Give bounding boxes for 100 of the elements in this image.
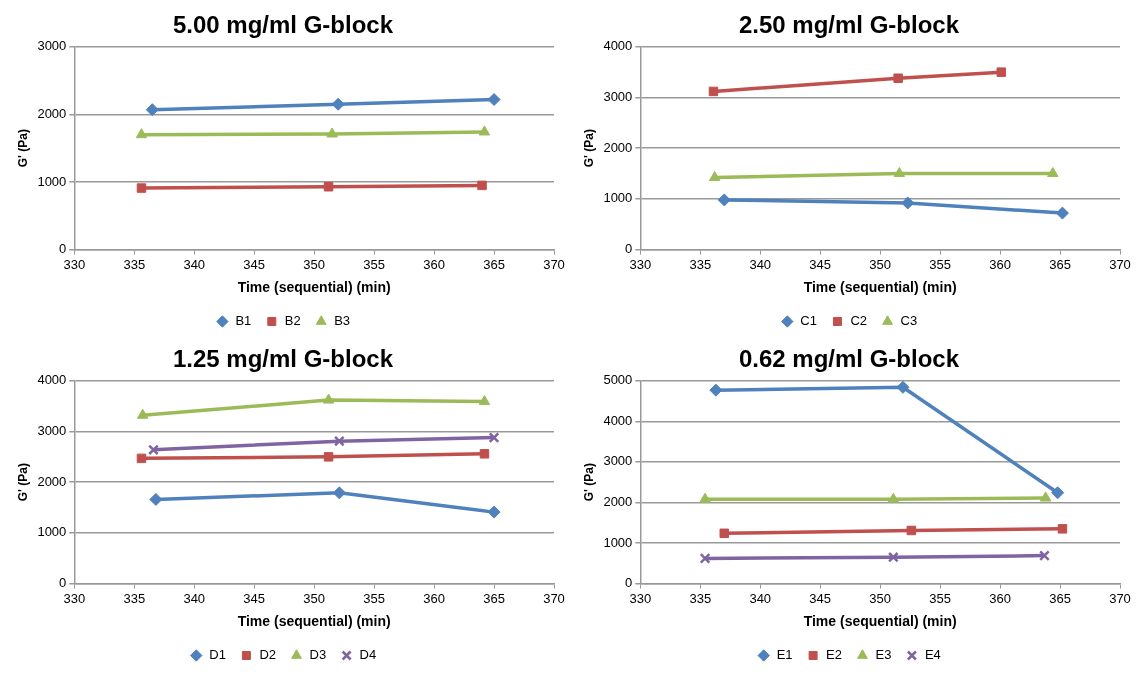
point	[487, 93, 501, 107]
point	[717, 193, 731, 207]
legend-label: D1	[209, 647, 226, 663]
y-tick-label: 1000	[603, 190, 633, 206]
legend-label: B2	[284, 313, 301, 329]
x-tick-label: 355	[929, 590, 951, 606]
y-axis-title: G' (Pa)	[15, 129, 30, 168]
x-tick-label: 365	[1049, 256, 1071, 272]
x-tick-label: 355	[363, 590, 385, 606]
x-tick-label: 330	[629, 256, 652, 272]
y-axis-title: G' (Pa)	[15, 463, 30, 502]
point	[1055, 206, 1069, 220]
point	[479, 449, 490, 459]
point	[1051, 486, 1065, 500]
point	[136, 453, 147, 464]
y-tick-label: 0	[59, 575, 67, 591]
x-axis-title: Time (sequential) (min)	[237, 613, 391, 630]
point	[1038, 550, 1050, 562]
point	[887, 551, 899, 563]
y-tick-label: 0	[625, 575, 633, 591]
y-tick-label: 1000	[37, 173, 67, 189]
x-tick-label: 335	[689, 590, 712, 606]
x-tick-label: 360	[423, 256, 445, 272]
x-tick-label: 345	[243, 590, 266, 606]
x-tick-label: 350	[303, 590, 326, 606]
x-tick-label: 360	[989, 590, 1011, 606]
y-tick-label: 0	[59, 241, 67, 257]
point	[145, 103, 159, 117]
chart-title: 2.50 mg/ml G-block	[738, 11, 960, 39]
point	[323, 181, 334, 192]
x-tick-label: 350	[869, 590, 892, 606]
x-tick-label: 370	[543, 256, 565, 272]
legend-label: C2	[850, 313, 868, 329]
y-tick-label: 2000	[603, 139, 633, 155]
y-tick-label: 3000	[37, 423, 67, 439]
legend-label: E4	[924, 647, 941, 663]
x-tick-label: 330	[63, 256, 86, 272]
point	[478, 125, 491, 136]
y-tick-label: 5000	[603, 372, 633, 388]
x-tick-label: 345	[243, 256, 266, 272]
point	[135, 128, 148, 139]
point	[331, 97, 345, 111]
point	[1039, 491, 1052, 502]
point	[719, 528, 730, 539]
point	[323, 452, 334, 462]
point	[488, 432, 500, 444]
x-tick-label: 350	[303, 256, 326, 272]
x-tick-label: 370	[1109, 256, 1131, 272]
point	[136, 408, 149, 419]
y-tick-label: 1000	[37, 524, 67, 540]
y-tick-label: 2000	[603, 494, 633, 510]
point	[699, 552, 711, 564]
x-tick-label: 355	[929, 256, 951, 272]
legend-label: C3	[900, 313, 918, 329]
y-tick-label: 4000	[603, 412, 633, 428]
point	[699, 492, 711, 503]
x-tick-label: 370	[543, 590, 565, 606]
y-tick-label: 2000	[37, 105, 67, 121]
x-tick-label: 340	[749, 256, 772, 272]
x-axis-title: Time (sequential) (min)	[237, 279, 391, 296]
legend-label: B1	[235, 313, 252, 329]
point	[708, 86, 719, 97]
point	[1047, 167, 1059, 178]
point	[887, 492, 900, 503]
point	[1057, 524, 1068, 534]
legend-label: E2	[826, 647, 843, 663]
legend-label: C1	[800, 313, 817, 329]
x-tick-label: 330	[63, 590, 86, 606]
x-tick-label: 365	[483, 590, 505, 606]
legend-label: D4	[359, 647, 377, 663]
point	[893, 167, 906, 178]
y-tick-label: 4000	[603, 38, 633, 54]
point	[149, 492, 163, 506]
x-tick-label: 345	[809, 256, 832, 272]
x-tick-label: 340	[749, 590, 772, 606]
point	[478, 395, 491, 406]
y-axis-title: G' (Pa)	[581, 463, 596, 502]
point	[147, 444, 159, 456]
y-tick-label: 2000	[37, 473, 67, 489]
x-tick-label: 335	[123, 590, 146, 606]
y-tick-label: 3000	[603, 453, 633, 469]
x-tick-label: 365	[483, 256, 505, 272]
y-tick-label: 1000	[603, 534, 633, 550]
y-tick-label: 3000	[37, 38, 67, 54]
x-tick-label: 340	[183, 256, 206, 272]
point	[896, 380, 910, 394]
x-tick-label: 365	[1049, 590, 1071, 606]
point	[322, 393, 335, 404]
point	[708, 171, 721, 182]
point	[901, 196, 915, 210]
point	[906, 525, 917, 536]
point	[893, 73, 903, 83]
point	[487, 505, 501, 519]
x-tick-label: 355	[363, 256, 385, 272]
x-tick-label: 345	[809, 590, 832, 606]
y-tick-label: 0	[625, 241, 633, 257]
x-tick-label: 350	[869, 256, 892, 272]
point	[709, 383, 723, 397]
x-tick-label: 330	[629, 590, 652, 606]
chart-title: 5.00 mg/ml G-block	[172, 11, 394, 39]
